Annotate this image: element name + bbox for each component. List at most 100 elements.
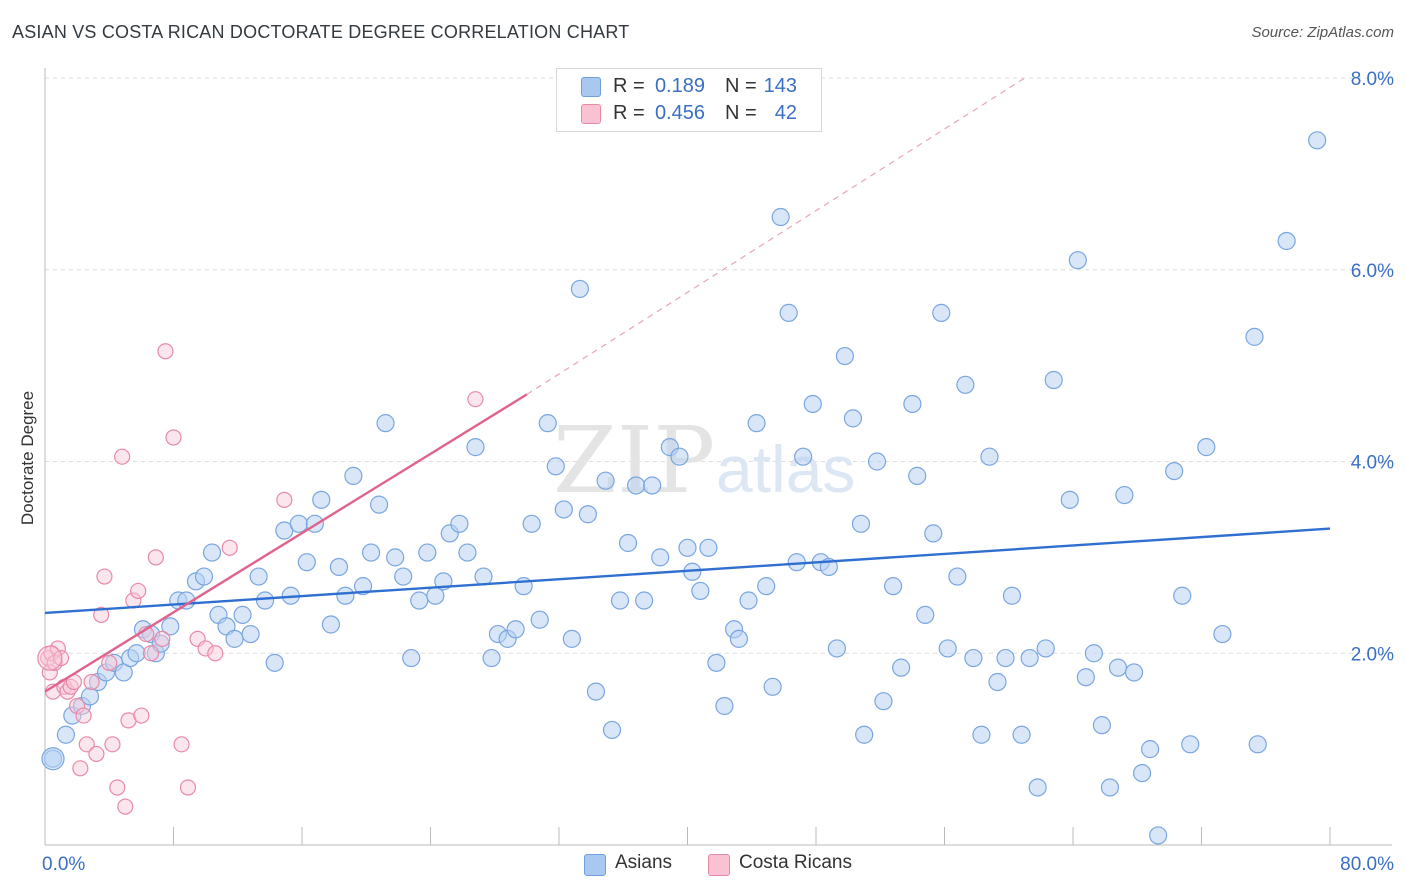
grid-layer xyxy=(45,77,1392,654)
points-layer xyxy=(37,131,1327,845)
point-asians xyxy=(916,605,935,625)
y-tick-label: 8.0% xyxy=(1351,69,1394,90)
point-asians xyxy=(344,466,363,485)
point-asians xyxy=(964,648,983,668)
point-costa-ricans xyxy=(276,491,293,508)
point-costa-ricans xyxy=(117,798,134,815)
legend-row-asians: R = 0.189 N = 143 xyxy=(557,74,821,100)
trend-line-costa-ricans xyxy=(44,393,528,693)
watermark-zip: ZIP xyxy=(553,407,715,514)
y-tick-label: 4.0% xyxy=(1351,453,1394,474)
point-asians xyxy=(867,452,887,471)
point-costa-ricans xyxy=(221,539,238,556)
point-asians xyxy=(522,514,541,533)
point-asians xyxy=(938,639,957,658)
point-asians xyxy=(980,447,999,466)
point-asians xyxy=(297,553,316,572)
y-tick-label: 6.0% xyxy=(1351,261,1394,282)
legend-row-costa-ricans: R = 0.456 N = 42 xyxy=(557,101,821,127)
point-costa-ricans xyxy=(52,649,70,667)
point-asians xyxy=(932,303,951,322)
point-asians xyxy=(450,514,469,533)
bottom-legend-label-costa-ricans: Costa Ricans xyxy=(739,852,852,873)
point-asians xyxy=(948,567,967,586)
point-asians xyxy=(458,543,477,562)
point-asians xyxy=(1140,740,1160,759)
point-asians xyxy=(265,653,284,672)
point-costa-ricans xyxy=(109,779,126,796)
point-costa-ricans xyxy=(69,697,86,715)
point-asians xyxy=(562,629,581,648)
legend-r-label: R = xyxy=(613,75,645,97)
point-asians xyxy=(1060,490,1079,509)
point-asians xyxy=(1100,778,1120,797)
legend-n-value: 42 xyxy=(774,102,797,124)
x-tick-label-max: 80.0% xyxy=(1340,854,1394,875)
point-asians xyxy=(855,725,874,744)
y-tick-label: 2.0% xyxy=(1351,644,1394,665)
point-asians xyxy=(361,543,381,562)
point-asians xyxy=(410,591,429,610)
point-asians xyxy=(1124,663,1144,682)
point-asians xyxy=(874,692,893,711)
point-asians xyxy=(794,447,813,466)
point-asians xyxy=(578,505,598,524)
point-asians xyxy=(538,414,557,433)
point-asians xyxy=(618,533,638,553)
point-costa-ricans xyxy=(72,760,89,777)
point-asians xyxy=(1248,735,1267,754)
point-costa-ricans xyxy=(179,779,197,796)
point-asians xyxy=(803,394,822,414)
point-asians xyxy=(851,514,871,533)
point-asians xyxy=(1028,778,1047,797)
point-asians xyxy=(903,394,922,414)
legend-n-value: 143 xyxy=(763,75,797,97)
point-asians xyxy=(127,644,146,663)
point-costa-ricans xyxy=(41,664,58,681)
point-asians xyxy=(161,617,180,636)
point-costa-ricans xyxy=(157,343,174,360)
x-tick-label-min: 0.0% xyxy=(42,854,85,875)
point-asians xyxy=(651,548,670,567)
point-asians xyxy=(312,490,331,509)
point-asians xyxy=(506,620,525,639)
point-asians xyxy=(249,567,268,586)
point-asians xyxy=(41,747,65,771)
point-asians xyxy=(643,476,662,495)
legend-r-value: 0.456 xyxy=(654,102,705,124)
point-asians xyxy=(1213,624,1232,644)
point-asians xyxy=(763,677,782,696)
point-asians xyxy=(1084,644,1103,663)
point-asians xyxy=(321,615,341,634)
point-asians xyxy=(474,567,493,586)
point-costa-ricans xyxy=(83,673,100,691)
point-asians xyxy=(1044,370,1063,390)
point-costa-ricans xyxy=(147,549,164,566)
point-asians xyxy=(635,591,654,610)
point-costa-ricans xyxy=(133,707,150,724)
watermark-atlas: atlas xyxy=(716,432,855,506)
point-asians xyxy=(883,577,903,596)
legend-n-label: N = xyxy=(725,102,757,124)
point-asians xyxy=(1165,461,1184,481)
point-asians xyxy=(56,725,75,744)
point-asians xyxy=(739,591,758,610)
point-asians xyxy=(996,648,1015,668)
trend-layer xyxy=(44,77,1331,693)
point-costa-ricans xyxy=(78,736,95,753)
point-asians xyxy=(779,303,798,322)
point-asians xyxy=(1245,327,1264,346)
point-asians xyxy=(546,457,565,476)
point-costa-ricans xyxy=(173,736,190,753)
legend-n-label: N = xyxy=(725,75,757,97)
point-asians xyxy=(988,672,1007,692)
bottom-legend-label-asians: Asians xyxy=(615,852,673,873)
point-asians xyxy=(757,577,776,596)
point-asians xyxy=(233,605,252,625)
y-axis-label: Doctorate Degree xyxy=(18,391,37,525)
point-asians xyxy=(202,543,222,562)
point-asians xyxy=(1181,735,1200,754)
point-costa-ricans xyxy=(37,645,63,671)
point-asians xyxy=(1002,586,1022,605)
